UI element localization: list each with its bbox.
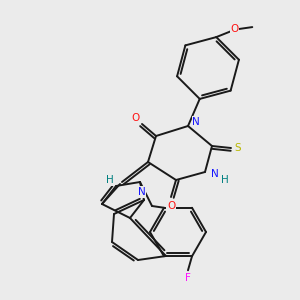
Text: F: F [185, 273, 191, 283]
Text: O: O [132, 113, 140, 123]
Text: H: H [106, 175, 114, 185]
Text: N: N [138, 187, 146, 197]
Text: N: N [211, 169, 219, 179]
Text: O: O [167, 201, 175, 211]
Text: H: H [221, 175, 229, 185]
Text: O: O [230, 24, 238, 34]
Text: N: N [192, 117, 200, 127]
Text: S: S [235, 143, 241, 153]
